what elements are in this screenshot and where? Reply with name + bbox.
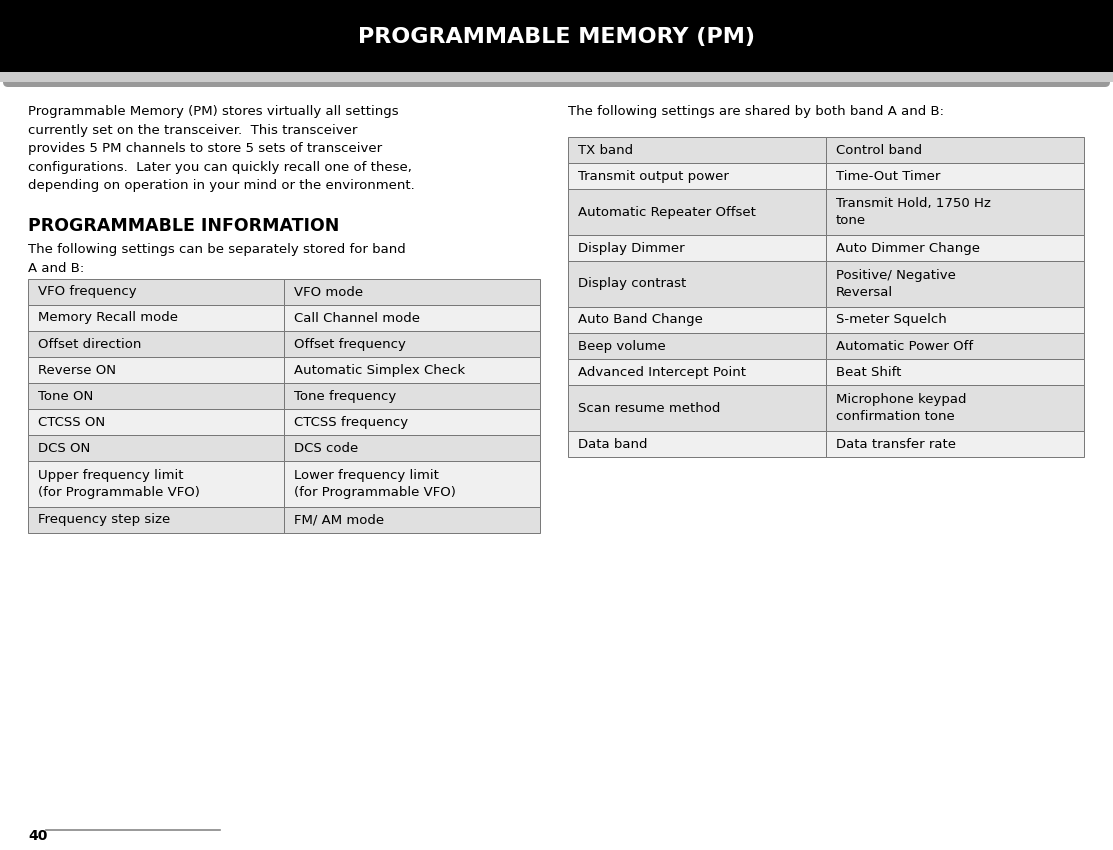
Bar <box>284 435 540 461</box>
Bar <box>28 357 284 383</box>
Bar <box>826 431 1084 457</box>
Text: Data band: Data band <box>578 438 648 450</box>
Bar <box>568 307 826 333</box>
Bar <box>284 279 540 305</box>
Text: Data transfer rate: Data transfer rate <box>836 438 956 450</box>
Bar <box>568 359 826 385</box>
Text: Microphone keypad
confirmation tone: Microphone keypad confirmation tone <box>836 394 966 422</box>
Bar <box>284 331 540 357</box>
Text: Automatic Repeater Offset: Automatic Repeater Offset <box>578 206 756 218</box>
Text: VFO mode: VFO mode <box>294 286 363 298</box>
Text: PROGRAMMABLE INFORMATION: PROGRAMMABLE INFORMATION <box>28 217 339 235</box>
Bar <box>284 461 540 507</box>
Bar <box>28 305 284 331</box>
Bar <box>826 333 1084 359</box>
Text: Automatic Power Off: Automatic Power Off <box>836 339 973 353</box>
Text: Reverse ON: Reverse ON <box>38 364 116 377</box>
Bar <box>826 137 1084 163</box>
Text: Tone ON: Tone ON <box>38 389 93 403</box>
Text: Offset direction: Offset direction <box>38 337 141 350</box>
Bar <box>0 0 1113 72</box>
Text: Beep volume: Beep volume <box>578 339 666 353</box>
Bar <box>826 261 1084 307</box>
Bar <box>826 189 1084 235</box>
Bar <box>284 409 540 435</box>
Bar <box>568 163 826 189</box>
Text: PROGRAMMABLE MEMORY (PM): PROGRAMMABLE MEMORY (PM) <box>357 27 755 48</box>
Text: Time-Out Timer: Time-Out Timer <box>836 169 940 183</box>
Text: Scan resume method: Scan resume method <box>578 401 720 415</box>
Bar <box>568 261 826 307</box>
Text: Offset frequency: Offset frequency <box>294 337 406 350</box>
Text: Positive/ Negative
Reversal: Positive/ Negative Reversal <box>836 269 956 298</box>
Text: Transmit output power: Transmit output power <box>578 169 729 183</box>
Text: Display Dimmer: Display Dimmer <box>578 241 684 254</box>
Text: 40: 40 <box>28 829 48 843</box>
Text: Control band: Control band <box>836 144 923 156</box>
Text: Programmable Memory (PM) stores virtually all settings
currently set on the tran: Programmable Memory (PM) stores virtuall… <box>28 105 415 192</box>
Bar <box>284 305 540 331</box>
Bar <box>826 359 1084 385</box>
Text: CTCSS frequency: CTCSS frequency <box>294 416 408 428</box>
Text: VFO frequency: VFO frequency <box>38 286 137 298</box>
Text: Tone frequency: Tone frequency <box>294 389 396 403</box>
Text: Advanced Intercept Point: Advanced Intercept Point <box>578 366 746 378</box>
Bar <box>568 189 826 235</box>
Text: TX band: TX band <box>578 144 633 156</box>
Bar <box>568 385 826 431</box>
Text: DCS code: DCS code <box>294 441 358 455</box>
Bar <box>28 279 284 305</box>
Text: Lower frequency limit
(for Programmable VFO): Lower frequency limit (for Programmable … <box>294 469 456 499</box>
Bar <box>826 235 1084 261</box>
Bar <box>28 507 284 533</box>
FancyBboxPatch shape <box>3 0 1110 87</box>
Text: Beat Shift: Beat Shift <box>836 366 902 378</box>
Text: Memory Recall mode: Memory Recall mode <box>38 311 178 325</box>
Text: Auto Dimmer Change: Auto Dimmer Change <box>836 241 981 254</box>
Text: Display contrast: Display contrast <box>578 277 687 291</box>
Bar <box>568 333 826 359</box>
Bar <box>568 235 826 261</box>
Bar <box>28 331 284 357</box>
Text: CTCSS ON: CTCSS ON <box>38 416 105 428</box>
Text: Upper frequency limit
(for Programmable VFO): Upper frequency limit (for Programmable … <box>38 469 200 499</box>
Bar <box>0 72 1113 82</box>
Bar <box>28 461 284 507</box>
Text: The following settings are shared by both band A and B:: The following settings are shared by bot… <box>568 105 944 118</box>
Bar <box>568 137 826 163</box>
Bar <box>826 307 1084 333</box>
Bar <box>826 163 1084 189</box>
Bar <box>284 383 540 409</box>
Bar <box>284 357 540 383</box>
Text: The following settings can be separately stored for band
A and B:: The following settings can be separately… <box>28 243 406 275</box>
Bar <box>28 383 284 409</box>
Bar <box>28 435 284 461</box>
Text: Frequency step size: Frequency step size <box>38 513 170 526</box>
Text: Automatic Simplex Check: Automatic Simplex Check <box>294 364 465 377</box>
Bar <box>568 431 826 457</box>
Bar <box>28 409 284 435</box>
Text: FM/ AM mode: FM/ AM mode <box>294 513 384 526</box>
Text: DCS ON: DCS ON <box>38 441 90 455</box>
Text: S-meter Squelch: S-meter Squelch <box>836 314 947 326</box>
Text: Call Channel mode: Call Channel mode <box>294 311 420 325</box>
Bar <box>826 385 1084 431</box>
Bar <box>284 507 540 533</box>
Text: Transmit Hold, 1750 Hz
tone: Transmit Hold, 1750 Hz tone <box>836 197 991 227</box>
Text: Auto Band Change: Auto Band Change <box>578 314 703 326</box>
